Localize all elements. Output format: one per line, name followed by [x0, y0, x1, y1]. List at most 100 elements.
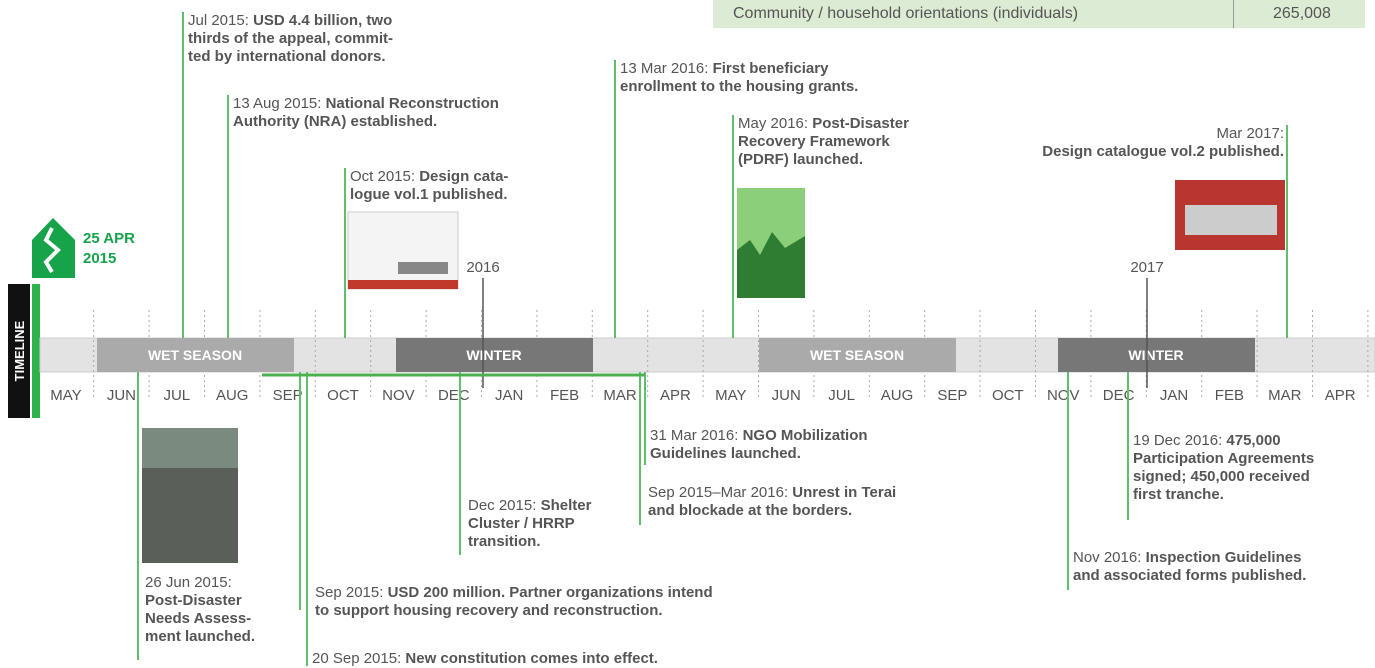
event-detail: (PDRF) launched. — [738, 151, 864, 168]
event-text: Jul 2015: USD 4.4 billion, two thirds of … — [188, 12, 393, 66]
event-detail: to support housing recovery and reconstr… — [315, 602, 663, 619]
month-label: APR — [660, 387, 691, 404]
event-detail: transition. — [468, 533, 541, 550]
year-label: 2017 — [1130, 259, 1163, 276]
event-detail: USD 200 million. Partner organizations i… — [387, 584, 713, 601]
event-text: May 2016: Post-Disaster Recovery Framewor… — [738, 115, 909, 169]
event-detail: ment launched. — [145, 628, 256, 645]
event-text: Sep 2015: USD 200 million. Partner organ… — [315, 584, 713, 620]
event-text: 19 Dec 2016: 475,000 Participation Agreem… — [1133, 432, 1314, 504]
event-detail: signed; 450,000 received — [1133, 468, 1310, 485]
event-date: Sep 2015–Mar 2016: — [648, 484, 789, 501]
month-label: JUN — [107, 387, 136, 404]
month-label: FEB — [550, 387, 579, 404]
event-date: May 2016: — [738, 115, 809, 132]
event-text: Mar 2017: Design catalogue vol.2 publishe… — [1042, 125, 1284, 161]
event-date: 31 Mar 2016: — [650, 427, 739, 444]
event-detail: Needs Assess- — [145, 610, 252, 627]
cover-photos — [1185, 205, 1277, 235]
month-label: MAY — [50, 387, 81, 404]
timeline-label: TIMELINE — [12, 320, 27, 381]
month-label: MAR — [603, 387, 637, 404]
event-detail: thirds of the appeal, commit- — [188, 30, 394, 47]
table-row: Community / household orientations (indi… — [713, 0, 1365, 28]
event-detail: Cluster / HRRP — [468, 515, 575, 532]
event-detail: Authority (NRA) established. — [233, 113, 438, 130]
season-block — [396, 338, 593, 372]
event-detail: and blockade at the borders. — [648, 502, 853, 519]
event-date: 19 Dec 2016: — [1133, 432, 1223, 449]
event-detail: Post-Disaster — [812, 115, 909, 132]
event-text: 26 Jun 2015: Post-Disaster Needs Assess-me… — [145, 574, 255, 646]
event-text: 13 Aug 2015: National Reconstruction Auth… — [233, 95, 499, 131]
month-label: MAY — [715, 387, 746, 404]
event-detail: first tranche. — [1133, 486, 1224, 503]
cover-photos — [398, 262, 448, 274]
month-label: SEP — [937, 387, 967, 404]
month-label: AUG — [881, 387, 914, 404]
event-date: 13 Mar 2016: — [620, 60, 709, 77]
timeline-strip — [32, 284, 40, 418]
event-text: Dec 2015: Shelter Cluster / HRRP transitio… — [468, 497, 591, 551]
cover-image — [347, 211, 459, 290]
event-detail: enrollment to the housing grants. — [620, 78, 859, 95]
event-date: Jul 2015: — [188, 12, 249, 29]
row-value: 265,008 — [1273, 5, 1331, 22]
event-detail: Unrest in Terai — [792, 484, 897, 501]
event-date: Dec 2015: — [468, 497, 537, 514]
event-text: Oct 2015: Design cata-logue vol.1 publis… — [350, 168, 508, 204]
event-text: 13 Mar 2016: First beneficiary enrollment… — [620, 60, 858, 96]
event-detail: New constitution comes into effect. — [405, 650, 658, 667]
month-label: MAR — [1268, 387, 1302, 404]
row-label: Community / household orientations (indi… — [733, 5, 1079, 22]
cover-band — [348, 280, 458, 289]
event-detail: Inspection Guidelines — [1145, 549, 1302, 566]
season-label: WET SEASON — [148, 347, 242, 363]
month-label: FEB — [1215, 387, 1244, 404]
timeline-tab — [8, 284, 30, 418]
event-detail: logue vol.1 published. — [350, 186, 508, 203]
row-divider — [1233, 0, 1234, 28]
month-label: JUN — [772, 387, 801, 404]
event-detail: Design catalogue vol.2 published. — [1042, 143, 1284, 160]
event-date: Nov 2016: — [1073, 549, 1142, 566]
event-detail: ted by international donors. — [188, 48, 386, 65]
event-detail: Shelter — [540, 497, 592, 514]
event-date: Sep 2015: — [315, 584, 384, 601]
event-detail: Recovery Framework — [738, 133, 890, 150]
month-label: JAN — [1160, 387, 1188, 404]
event-date: 20 Sep 2015: — [312, 650, 402, 667]
month-label: APR — [1325, 387, 1356, 404]
month-label: DEC — [438, 387, 470, 404]
month-label: DEC — [1103, 387, 1135, 404]
event-detail: Design cata- — [419, 168, 509, 185]
event-detail: NGO Mobilization — [742, 427, 868, 444]
event-date: 13 Aug 2015: — [233, 95, 322, 112]
cover-art — [737, 232, 805, 298]
season-block — [759, 338, 956, 372]
month-label: NOV — [1047, 387, 1080, 404]
month-label: AUG — [216, 387, 249, 404]
event-detail: 475,000 — [1226, 432, 1281, 449]
logo-crack — [43, 227, 61, 274]
event-detail: Post-Disaster — [145, 592, 242, 609]
month-label: SEP — [273, 387, 303, 404]
month-label: OCT — [992, 387, 1024, 404]
event-detail: Guidelines launched. — [650, 445, 801, 462]
event-detail: First beneficiary — [712, 60, 829, 77]
month-label: NOV — [382, 387, 415, 404]
logo-text: 2015 — [83, 250, 116, 267]
event-text: Nov 2016: Inspection Guidelines and assoc… — [1073, 549, 1306, 585]
event-text: 31 Mar 2016: NGO Mobilization Guidelines … — [650, 427, 868, 463]
season-label: WINTER — [466, 347, 521, 363]
event-date: Mar 2017: — [1216, 125, 1284, 142]
event-detail: USD 4.4 billion, two — [253, 12, 393, 29]
logo-text: 25 APR — [83, 230, 135, 247]
event-detail: National Reconstruction — [325, 95, 499, 112]
month-label: JUL — [828, 387, 855, 404]
month-label: JAN — [495, 387, 523, 404]
year-label: 2016 — [466, 259, 499, 276]
cover-top — [142, 428, 238, 468]
